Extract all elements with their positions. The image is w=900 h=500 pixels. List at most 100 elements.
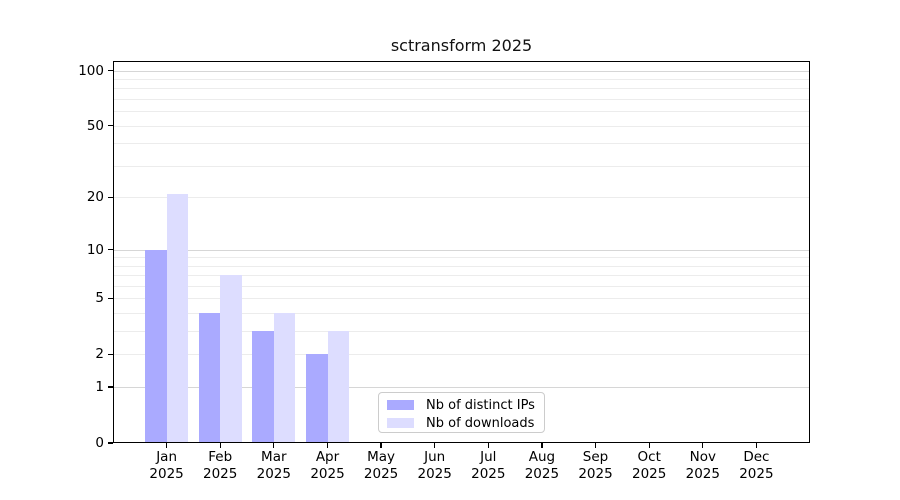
- x-tick-sep: [594, 443, 597, 448]
- x-tick-mar: [273, 443, 275, 448]
- grid-line-50: [113, 125, 810, 127]
- x-tick-label-oct: Oct 2025: [621, 449, 677, 483]
- grid-line-40: [113, 143, 810, 145]
- x-tick-aug: [541, 443, 543, 448]
- x-tick-year: 2025: [310, 466, 345, 482]
- x-tick-month: Jun: [424, 449, 446, 465]
- x-tick-feb: [219, 443, 221, 448]
- x-tick-month: Aug: [528, 449, 556, 465]
- x-tick-may: [380, 443, 382, 448]
- grid-line-10: [113, 249, 810, 251]
- x-tick-year: 2025: [524, 466, 560, 482]
- y-tick-0: [108, 442, 113, 444]
- bar-nb-of-downloads-feb-2025: [220, 275, 242, 443]
- x-tick-nov: [702, 443, 704, 448]
- x-tick-year: 2025: [471, 466, 506, 482]
- bar-nb-of-distinct-ips-feb-2025: [198, 313, 221, 443]
- y-tick-50: [108, 125, 113, 127]
- x-tick-month: Jan: [156, 449, 177, 465]
- grid-line-3: [113, 331, 810, 333]
- grid-line-60: [113, 111, 810, 113]
- y-tick-5: [108, 297, 113, 300]
- grid-line-2: [113, 354, 810, 356]
- x-tick-jun: [434, 443, 436, 448]
- bar-nb-of-distinct-ips-apr-2025: [306, 354, 328, 443]
- bar-nb-of-downloads-apr-2025: [327, 331, 349, 443]
- x-tick-month: Feb: [208, 449, 233, 465]
- bar-nb-of-distinct-ips-mar-2025: [252, 331, 274, 443]
- y-tick-label-2: 2: [95, 346, 104, 363]
- grid-line-30: [113, 165, 810, 167]
- y-tick-label-0: 0: [95, 435, 104, 451]
- x-tick-month: May: [367, 449, 396, 465]
- grid-line-7: [113, 275, 810, 277]
- y-tick-2: [108, 353, 113, 355]
- x-tick-label-jan: Jan 2025: [139, 449, 195, 483]
- x-tick-label-sep: Sep 2025: [568, 449, 624, 483]
- x-tick-month: Mar: [261, 449, 287, 465]
- x-tick-label-may: May 2025: [353, 449, 409, 483]
- x-tick-year: 2025: [417, 466, 452, 482]
- x-tick-year: 2025: [685, 466, 720, 482]
- grid-line-6: [113, 286, 810, 287]
- grid-line-90: [113, 79, 810, 80]
- x-tick-year: 2025: [256, 466, 291, 482]
- x-tick-month: Nov: [689, 449, 716, 465]
- x-tick-year: 2025: [203, 466, 238, 482]
- x-tick-year: 2025: [739, 466, 774, 482]
- bar-nb-of-downloads-jan-2025: [166, 193, 189, 443]
- y-tick-label-50: 50: [86, 117, 104, 134]
- legend-label-distinct-ips: Nb of distinct IPs: [426, 397, 535, 413]
- x-tick-label-nov: Nov 2025: [675, 449, 731, 483]
- x-tick-month: Dec: [743, 449, 770, 465]
- x-tick-apr: [326, 443, 329, 448]
- grid-line-8: [113, 265, 810, 267]
- grid-line-9: [113, 257, 810, 259]
- x-tick-label-dec: Dec 2025: [728, 449, 784, 483]
- legend: Nb of distinct IPs Nb of downloads: [378, 392, 545, 433]
- x-tick-year: 2025: [632, 466, 667, 482]
- grid-line-100: [113, 70, 810, 72]
- legend-item-downloads: Nb of downloads: [379, 414, 544, 432]
- grid-line-80: [113, 88, 810, 90]
- grid-line-5: [113, 298, 810, 300]
- bar-nb-of-distinct-ips-jan-2025: [145, 249, 167, 443]
- x-tick-label-jun: Jun 2025: [407, 449, 463, 483]
- y-tick-label-100: 100: [78, 62, 104, 79]
- grid-line-1: [113, 387, 810, 389]
- x-tick-label-apr: Apr 2025: [300, 449, 356, 483]
- legend-item-distinct-ips: Nb of distinct IPs: [379, 396, 544, 414]
- chart-title: sctransform 2025: [390, 36, 533, 55]
- plot-area: [113, 61, 810, 443]
- y-tick-20: [108, 196, 113, 198]
- x-tick-month: Jul: [480, 449, 497, 465]
- grid-line-4: [113, 313, 810, 315]
- y-tick-label-1: 1: [95, 379, 104, 396]
- x-tick-year: 2025: [363, 466, 399, 482]
- y-tick-label-5: 5: [95, 290, 104, 307]
- x-tick-jul: [487, 443, 489, 448]
- x-tick-month: Oct: [637, 449, 661, 465]
- legend-swatch-distinct-ips: [387, 400, 414, 410]
- x-tick-year: 2025: [149, 466, 184, 482]
- x-tick-month: Sep: [582, 449, 609, 465]
- x-tick-label-aug: Aug 2025: [514, 449, 570, 483]
- grid-line-70: [113, 99, 810, 100]
- y-tick-label-20: 20: [86, 189, 104, 206]
- x-tick-month: Apr: [315, 449, 340, 465]
- x-tick-oct: [648, 443, 650, 448]
- bar-nb-of-downloads-mar-2025: [273, 313, 296, 443]
- legend-swatch-downloads: [387, 418, 414, 428]
- x-tick-label-jul: Jul 2025: [460, 449, 516, 483]
- x-tick-label-feb: Feb 2025: [192, 449, 248, 483]
- y-tick-100: [108, 69, 113, 72]
- x-tick-year: 2025: [578, 466, 613, 482]
- x-tick-jan: [165, 443, 168, 448]
- x-tick-label-mar: Mar 2025: [246, 449, 302, 483]
- y-tick-1: [108, 386, 113, 388]
- y-tick-label-10: 10: [86, 241, 104, 258]
- legend-label-downloads: Nb of downloads: [426, 415, 535, 431]
- grid-line-20: [113, 197, 810, 199]
- x-tick-dec: [755, 443, 758, 448]
